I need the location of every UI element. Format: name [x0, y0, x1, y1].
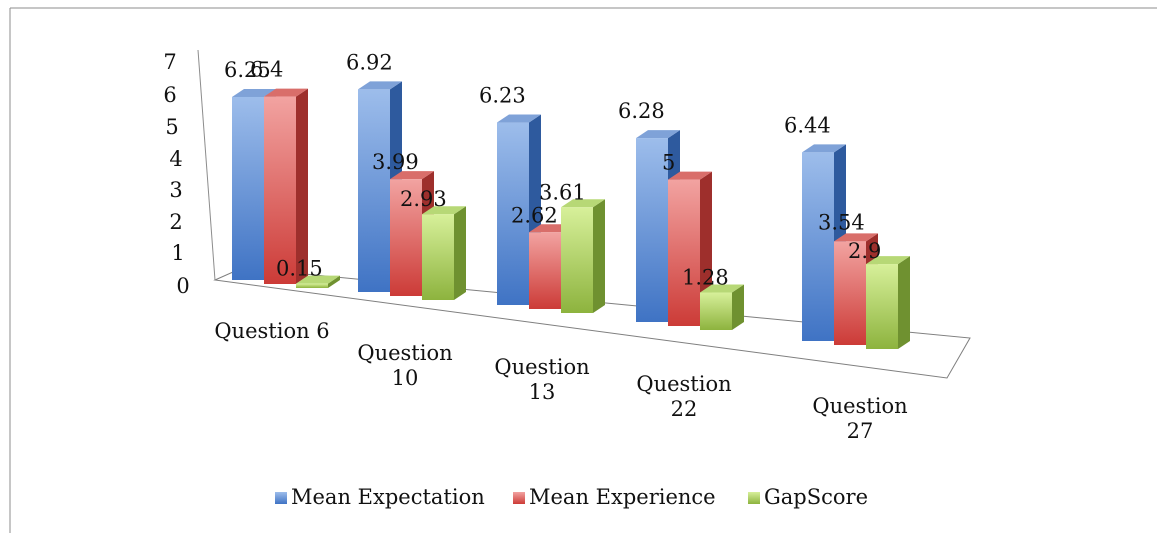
legend-label: GapScore	[764, 485, 868, 509]
bar-top	[636, 130, 680, 139]
legend-label: Mean Experience	[529, 485, 716, 509]
data-label: 5	[662, 151, 675, 175]
bar	[834, 241, 866, 345]
bar-side	[732, 284, 744, 330]
y-tick-label: 5	[165, 115, 178, 139]
bar	[866, 264, 898, 349]
bar	[668, 179, 700, 326]
bar-top	[232, 88, 276, 97]
y-tick-label: 7	[163, 50, 176, 74]
bar	[422, 214, 454, 300]
data-label: 6.25	[224, 58, 271, 82]
y-tick-label: 1	[171, 241, 184, 265]
bar-top	[802, 144, 846, 153]
bar-top	[561, 199, 605, 208]
bar-side	[328, 275, 340, 288]
bar-side	[296, 88, 308, 284]
data-label: 3.54	[818, 210, 865, 234]
data-labels: 6.256.4 0.15 6.92 3.99 2.93 6.23 2.623.61 6.28 5…	[224, 50, 881, 289]
legend-label: Mean Expectation	[291, 485, 485, 509]
bar	[296, 283, 328, 288]
y-tick-label: 3	[169, 178, 182, 202]
plot-area: 0 1 2 3 4 5 6 7 6.256.4 0.15 6.92 3.99 2.93 6.23 2.62…	[163, 49, 971, 443]
legend: Mean Expectation Mean Experience GapScore	[275, 485, 868, 509]
data-label: 6.23	[479, 84, 526, 108]
bar	[358, 89, 390, 292]
bar-side	[593, 199, 605, 313]
bar	[700, 292, 732, 330]
data-label: 2.9	[848, 239, 881, 263]
data-label: 2.62	[511, 203, 558, 227]
bar	[264, 96, 296, 284]
data-label: 6.92	[346, 50, 393, 74]
bar	[232, 96, 264, 280]
data-label: 0.15	[276, 257, 323, 281]
x-tick-label: Question 6	[214, 319, 329, 343]
data-label: 6.4	[250, 58, 283, 82]
legend-swatch	[513, 492, 525, 504]
bar	[802, 152, 834, 341]
bar	[497, 122, 529, 305]
legend-swatch	[275, 492, 287, 504]
data-label: 6.44	[784, 113, 831, 137]
legend-swatch	[748, 492, 760, 504]
bars	[232, 81, 910, 349]
data-label: 6.28	[618, 99, 665, 123]
bar	[561, 207, 593, 313]
data-label: 1.28	[682, 266, 729, 290]
x-axis-ticks: Question 6 Question 10 Question 13 Question 22…	[214, 319, 907, 443]
bar-top	[296, 275, 340, 284]
bar-top	[390, 171, 434, 180]
bar	[529, 232, 561, 309]
x-tick-label: Question 13	[494, 355, 589, 404]
y-tick-label: 6	[163, 83, 176, 107]
x-tick-label: Question 27	[812, 394, 907, 443]
bar	[390, 179, 422, 296]
y-tick-label: 0	[176, 274, 189, 298]
bar-top	[700, 284, 744, 293]
data-label: 3.61	[539, 180, 586, 204]
bar	[636, 138, 668, 322]
bar-top	[834, 233, 878, 242]
bar-top	[497, 114, 541, 123]
bar-side	[898, 256, 910, 349]
y-axis-line	[197, 49, 216, 281]
data-label: 2.93	[400, 187, 447, 211]
data-label: 3.99	[372, 150, 419, 174]
y-axis-ticks: 0 1 2 3 4 5 6 7	[163, 50, 189, 298]
bar-top	[264, 88, 308, 97]
bar-side	[454, 206, 466, 300]
bar-top	[866, 256, 910, 265]
x-tick-label: Question 10	[357, 341, 452, 390]
x-tick-label: Question 22	[636, 372, 731, 421]
bar-top	[668, 171, 712, 180]
bar-top	[422, 206, 466, 215]
bar-top	[358, 81, 402, 90]
y-tick-label: 2	[169, 210, 182, 234]
y-tick-label: 4	[169, 147, 182, 171]
